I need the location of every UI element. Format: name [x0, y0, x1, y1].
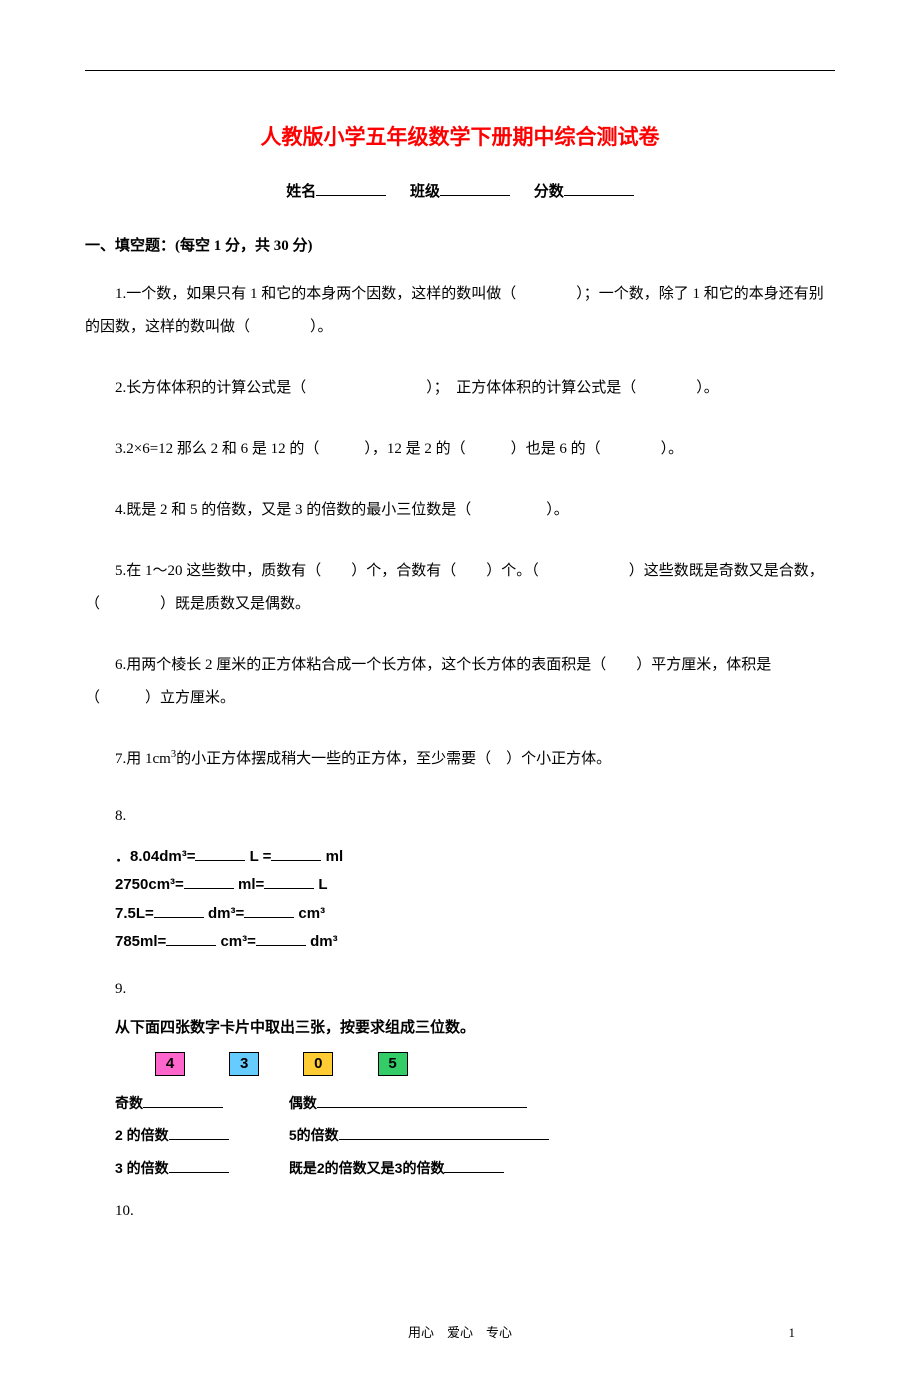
- page-footer: 用心 爱心 专心 1: [85, 1323, 835, 1344]
- q7-suffix: 的小正方体摆成稍大一些的正方体，至少需要（ ）个小正方体。: [176, 751, 611, 767]
- score-label: 分数: [534, 184, 564, 200]
- q9-answer-lines: 奇数 偶数 2 的倍数 5的倍数 3 的倍数 既是2的倍数又是3的倍数: [115, 1088, 835, 1184]
- q8-line-1: ．8.04dm³= L = ml: [115, 843, 835, 872]
- question-5: 5.在 1～20 这些数中，质数有（ ）个，合数有（ ）个。（ ）这些数既是奇数…: [85, 555, 835, 621]
- page-title: 人教版小学五年级数学下册期中综合测试卷: [85, 121, 835, 155]
- q7-prefix: 7.用 1cm: [115, 751, 171, 767]
- class-blank: [440, 195, 510, 196]
- score-blank: [564, 195, 634, 196]
- q8-line-4: 785ml= cm³= dm³: [115, 928, 835, 957]
- question-6: 6.用两个棱长 2 厘米的正方体粘合成一个长方体，这个长方体的表面积是（ ）平方…: [85, 649, 835, 715]
- question-9-content: 从下面四张数字卡片中取出三张，按要求组成三位数。 4 3 0 5 奇数 偶数 2…: [115, 1016, 835, 1184]
- class-label: 班级: [410, 184, 440, 200]
- question-7: 7.用 1cm3的小正方体摆成稍大一些的正方体，至少需要（ ）个小正方体。: [85, 743, 835, 776]
- q8-line-3: 7.5L= dm³= cm³: [115, 900, 835, 929]
- name-label: 姓名: [286, 184, 316, 200]
- q9-row-3: 3 的倍数 既是2的倍数又是3的倍数: [115, 1153, 835, 1184]
- page-number: 1: [789, 1323, 796, 1344]
- card-3: 3: [229, 1052, 259, 1076]
- footer-text: 用心 爱心 专心: [408, 1325, 512, 1340]
- q9-row-2: 2 的倍数 5的倍数: [115, 1120, 835, 1151]
- question-4: 4.既是 2 和 5 的倍数，又是 3 的倍数的最小三位数是（ ）。: [85, 494, 835, 527]
- name-blank: [316, 195, 386, 196]
- question-9-label: 9.: [85, 977, 835, 1001]
- card-0: 0: [303, 1052, 333, 1076]
- student-info-line: 姓名 班级 分数: [85, 180, 835, 204]
- question-10-label: 10.: [85, 1199, 835, 1223]
- top-rule: [85, 70, 835, 71]
- q9-row-1: 奇数 偶数: [115, 1088, 835, 1119]
- q8-line-2: 2750cm³= ml= L: [115, 871, 835, 900]
- card-5: 5: [378, 1052, 408, 1076]
- question-8-label: 8.: [85, 804, 835, 828]
- question-3: 3.2×6=12 那么 2 和 6 是 12 的（ ），12 是 2 的（ ）也…: [85, 433, 835, 466]
- question-1: 1.一个数，如果只有 1 和它的本身两个因数，这样的数叫做（ ）；一个数，除了 …: [85, 278, 835, 344]
- card-4: 4: [155, 1052, 185, 1076]
- question-2: 2.长方体体积的计算公式是（ ）； 正方体体积的计算公式是（ ）。: [85, 372, 835, 405]
- q9-cards: 4 3 0 5: [155, 1052, 835, 1076]
- section-1-header: 一、填空题：(每空 1 分，共 30 分): [85, 234, 835, 258]
- question-8-content: ．8.04dm³= L = ml 2750cm³= ml= L 7.5L= dm…: [115, 843, 835, 957]
- q9-prompt: 从下面四张数字卡片中取出三张，按要求组成三位数。: [115, 1016, 835, 1040]
